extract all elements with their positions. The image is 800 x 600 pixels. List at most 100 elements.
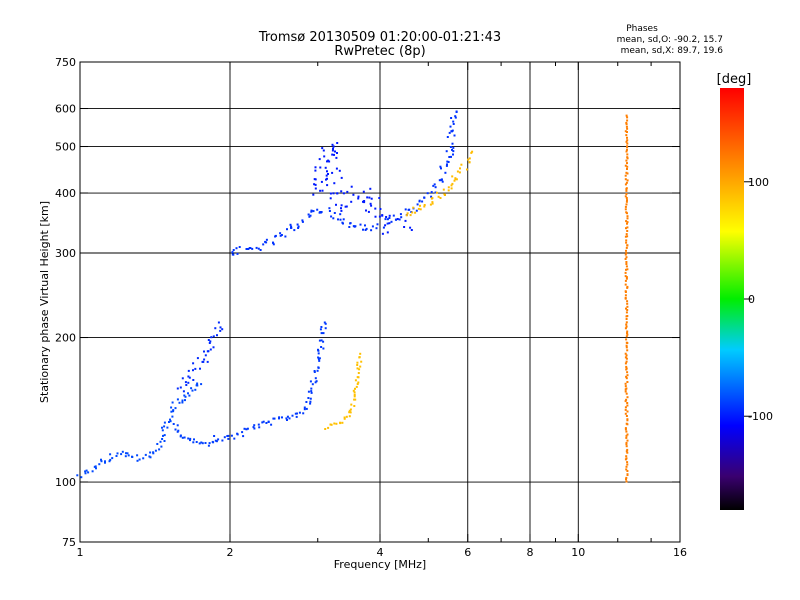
data-point [198,442,201,445]
data-point [328,207,331,210]
data-point [450,155,452,158]
data-point [172,409,175,412]
data-point [100,458,102,461]
data-point [262,243,265,246]
data-point [396,218,399,220]
data-point [388,214,391,217]
x-tick-label: 1 [77,546,84,559]
data-point [317,356,320,359]
data-point [626,330,629,333]
data-point [253,427,256,430]
data-point [430,191,433,194]
data-point [350,185,353,188]
data-point [98,463,101,466]
data-point [400,216,403,219]
data-point [169,418,171,421]
data-point [625,187,628,190]
data-point [242,435,245,438]
data-point [156,443,159,445]
data-point [362,228,364,231]
data-point [253,424,256,427]
data-point [450,117,453,119]
y-tick-label: 500 [55,141,76,154]
data-point [626,374,629,377]
data-point [163,434,166,437]
data-point [170,406,173,409]
data-point [626,349,629,352]
data-point [341,421,344,424]
data-point [447,186,450,189]
data-point [340,190,343,193]
data-point [329,423,332,426]
data-point [452,153,454,156]
data-point [259,249,262,251]
data-point [280,234,283,236]
data-point [196,382,199,385]
data-point [439,165,442,168]
data-point [109,458,112,461]
data-point [626,199,628,202]
data-point [625,321,628,324]
data-point [267,421,270,423]
data-point [625,335,628,338]
data-point [323,155,326,158]
data-point [625,252,628,254]
data-point [625,171,628,174]
data-point [208,442,211,445]
data-point [625,387,628,390]
data-point [624,183,627,186]
data-point [626,136,628,139]
data-point [332,192,335,195]
data-point [353,398,356,401]
data-point [625,277,628,280]
data-point [625,338,628,341]
data-point [183,394,186,397]
data-point [95,467,97,470]
data-point [245,248,248,250]
data-point [407,208,410,211]
data-point [626,165,629,168]
data-point [444,194,446,196]
data-point [314,187,317,190]
x-tick-label: 16 [673,546,687,559]
data-point [199,367,201,370]
y-tick-label: 400 [55,187,76,200]
data-point [331,143,334,146]
data-point [450,187,453,190]
data-point [406,212,409,215]
data-point [350,200,353,203]
data-point [170,410,173,413]
data-point [148,455,151,458]
data-point [176,387,179,390]
data-point [340,207,342,210]
data-point [187,392,189,395]
data-point [154,449,157,452]
data-point [142,457,145,460]
data-point [305,407,308,410]
trace [76,382,203,479]
data-point [184,381,187,384]
data-point [378,215,381,218]
data-point [625,123,628,126]
data-point [320,346,323,348]
data-point [318,339,321,342]
data-point [626,179,629,182]
data-point [625,457,628,460]
data-point [426,192,429,195]
data-point [214,439,217,442]
data-point [210,336,213,339]
data-point [161,438,164,440]
data-point [366,196,369,199]
data-point [362,190,365,193]
data-point [345,415,348,418]
data-point [84,472,87,475]
data-point [265,241,268,244]
data-point [625,360,628,363]
data-point [310,209,313,212]
data-point [257,423,260,426]
data-point [625,377,628,380]
data-point [626,470,629,472]
data-point [384,224,387,227]
data-point [625,239,628,242]
data-point [359,223,362,226]
